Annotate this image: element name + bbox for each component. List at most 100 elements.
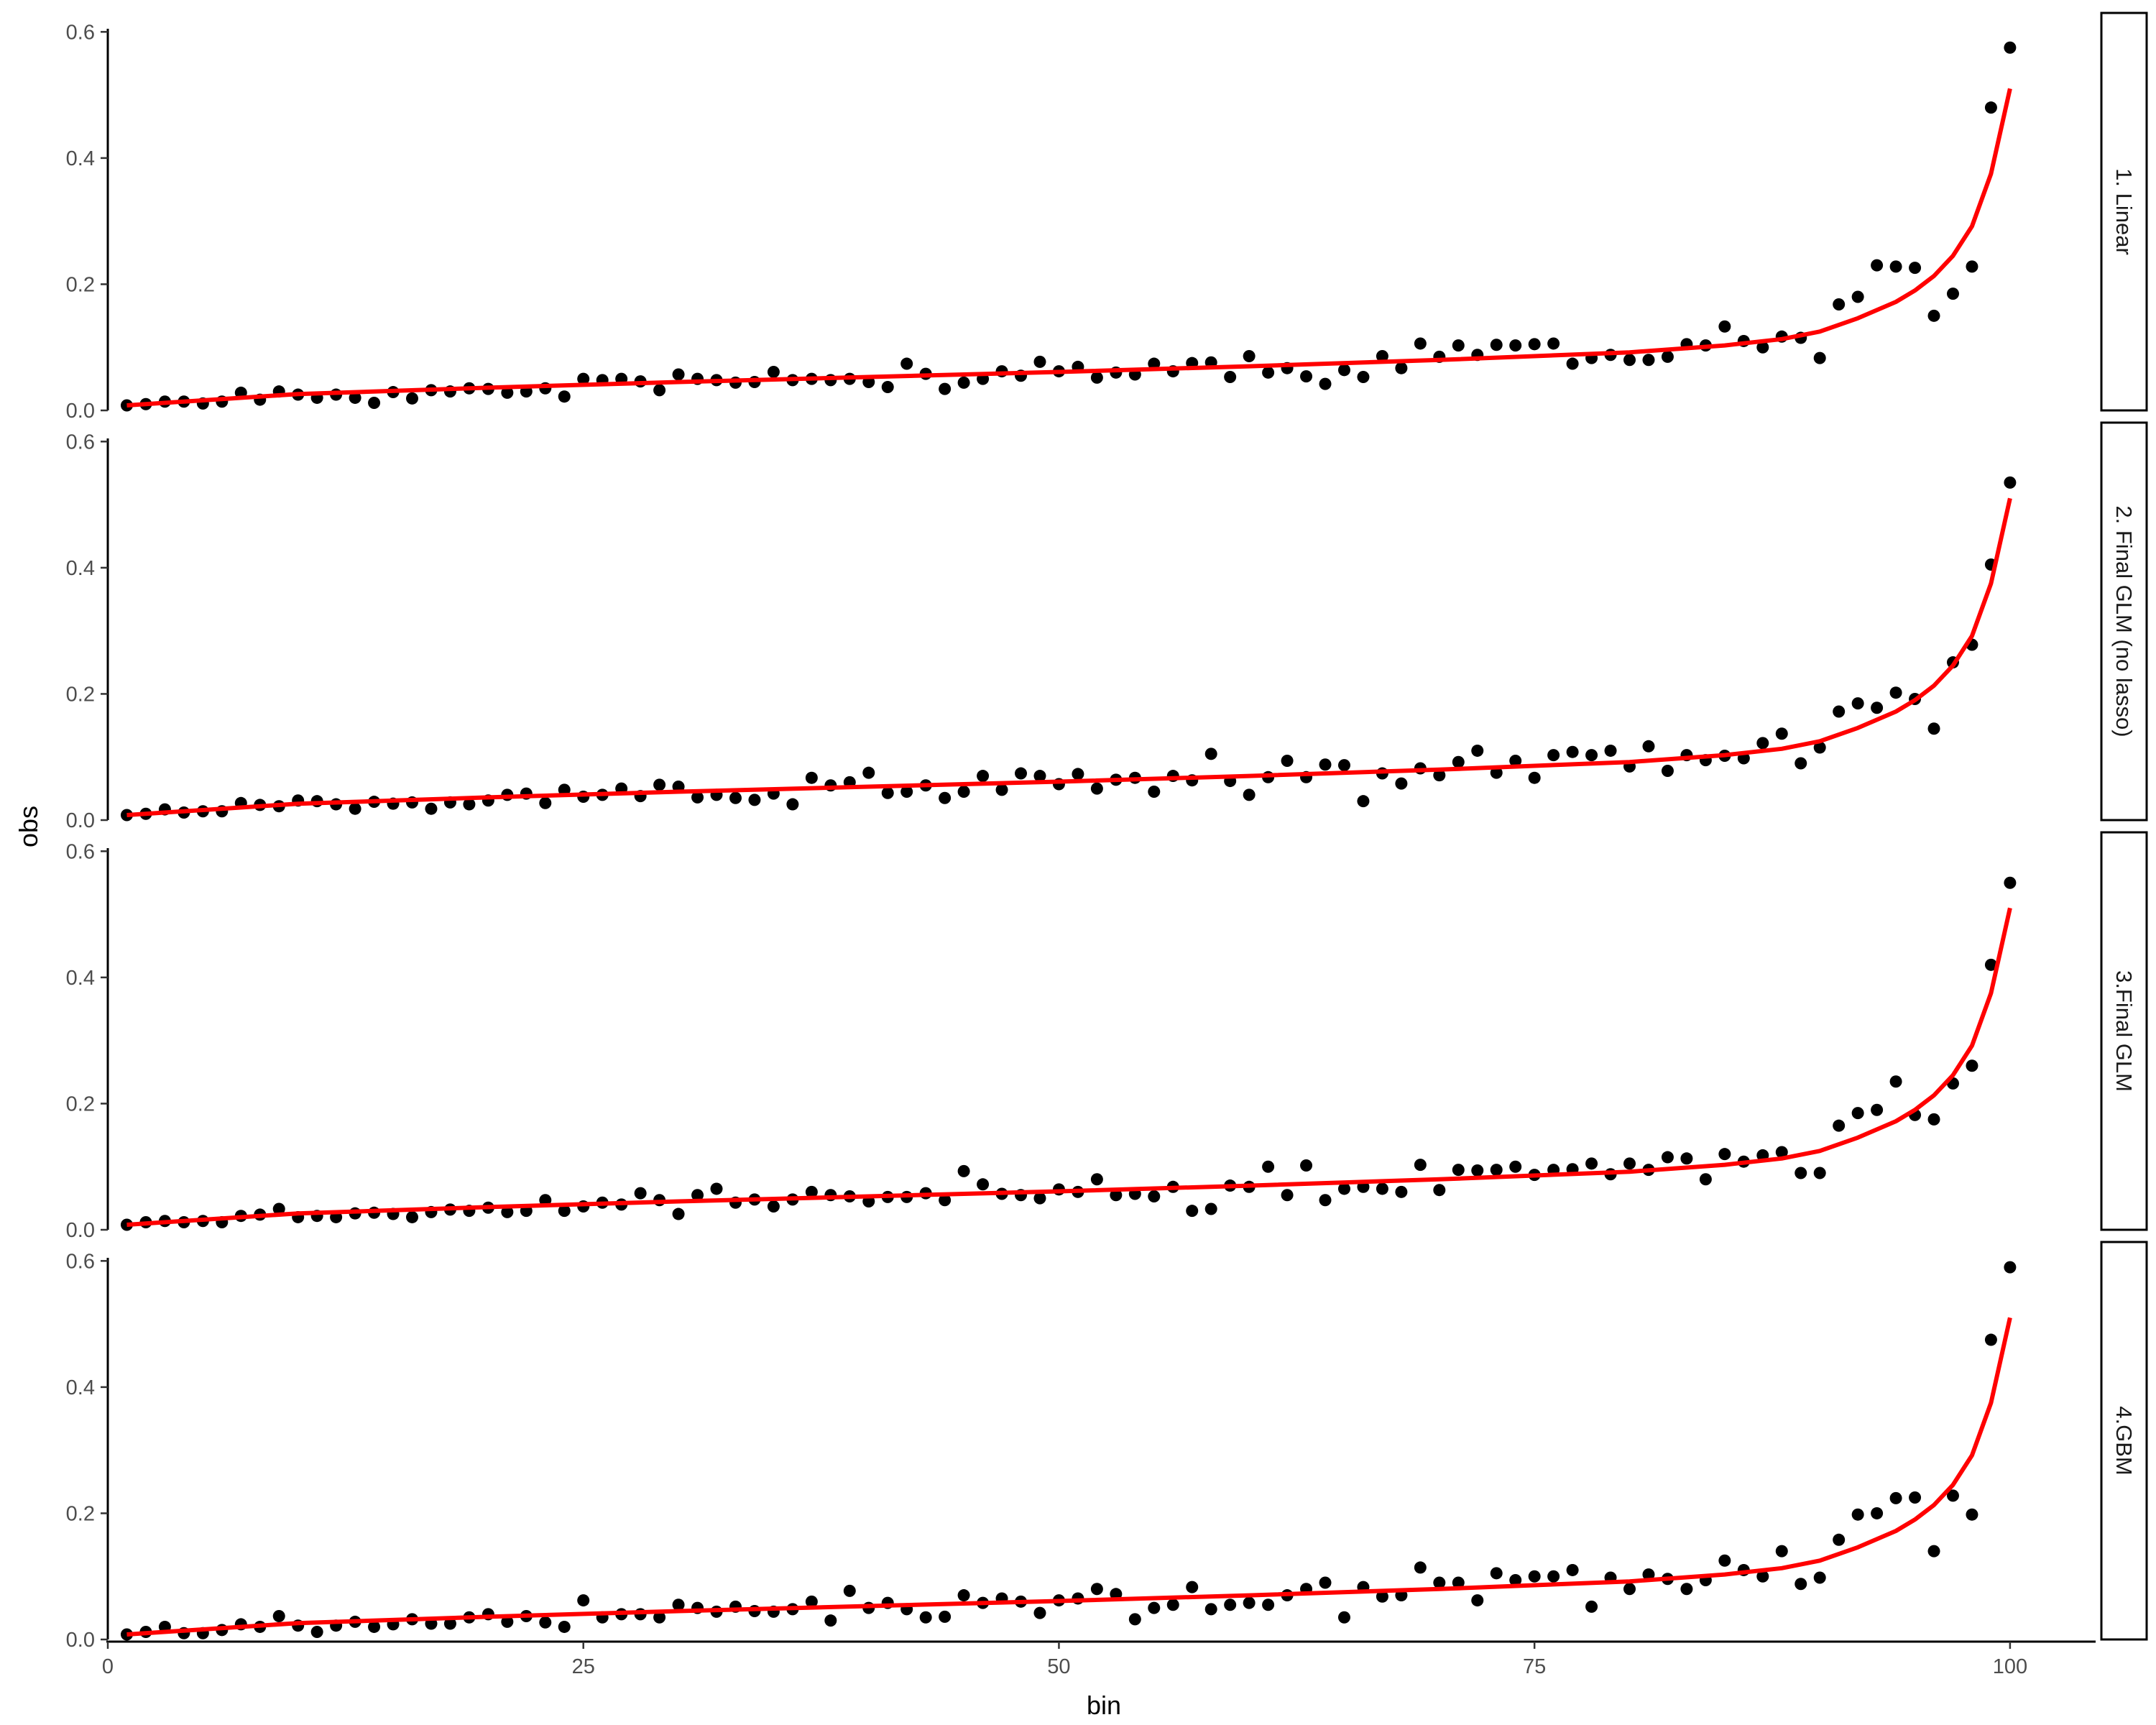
data-point <box>1033 1606 1046 1619</box>
data-point <box>729 791 742 804</box>
data-point <box>539 796 552 809</box>
data-point <box>1661 1151 1674 1164</box>
data-point <box>1585 1600 1598 1613</box>
data-point <box>1661 350 1674 363</box>
data-point <box>1851 1508 1864 1521</box>
data-point <box>1148 1601 1161 1614</box>
data-point <box>824 1614 837 1627</box>
y-tick-label: 0.6 <box>66 431 95 454</box>
data-point <box>1395 1185 1408 1198</box>
data-point <box>1718 1148 1731 1161</box>
data-point <box>1795 1167 1807 1179</box>
fit-line <box>126 907 2012 1227</box>
data-point <box>349 802 361 815</box>
data-point <box>1756 341 1769 354</box>
data-point <box>1946 288 1959 300</box>
data-point <box>1566 745 1579 758</box>
y-tick-label: 0.2 <box>66 1092 95 1116</box>
data-point <box>1090 782 1103 795</box>
data-point <box>1833 705 1846 718</box>
data-point <box>1966 260 1978 273</box>
data-point <box>939 382 952 395</box>
data-point <box>1300 370 1313 383</box>
data-point <box>1490 339 1503 351</box>
data-point <box>1471 1594 1484 1607</box>
data-point <box>1166 1598 1179 1611</box>
data-point <box>1204 748 1217 760</box>
data-point <box>995 783 1008 796</box>
data-point <box>900 786 913 798</box>
data-point <box>310 1625 323 1638</box>
data-point <box>1357 795 1370 808</box>
data-point <box>1300 1159 1313 1172</box>
data-point <box>2004 41 2017 54</box>
data-point <box>691 791 704 804</box>
data-point <box>1775 727 1788 740</box>
data-point <box>1033 1192 1046 1205</box>
data-point <box>1509 754 1522 767</box>
data-point <box>805 771 818 784</box>
data-point <box>1909 1491 1922 1504</box>
data-point <box>1833 298 1846 311</box>
x-axis-title: bin <box>1087 1690 1121 1720</box>
data-point <box>939 1194 952 1207</box>
data-point <box>1623 1583 1636 1596</box>
strip-label: 1. Linear <box>2111 168 2137 255</box>
strip-box <box>2100 421 2148 822</box>
data-points <box>120 1261 2017 1641</box>
data-point <box>1966 1508 1978 1521</box>
data-point <box>843 1584 856 1597</box>
data-point <box>1871 259 1884 272</box>
data-point <box>1090 1173 1103 1186</box>
data-point <box>368 1620 381 1633</box>
data-point <box>1395 777 1408 790</box>
data-point <box>1376 1182 1388 1195</box>
data-point <box>1547 749 1560 762</box>
data-point <box>120 809 133 822</box>
data-point <box>653 384 666 397</box>
data-point <box>1756 1570 1769 1583</box>
data-point <box>1984 1333 1997 1346</box>
data-point <box>1927 722 1940 735</box>
data-point <box>1585 749 1598 762</box>
data-point <box>1452 755 1465 768</box>
data-point <box>1528 1570 1541 1583</box>
data-point <box>1224 370 1237 383</box>
data-point <box>691 1189 704 1202</box>
data-point <box>977 770 990 783</box>
y-tick-label: 0.4 <box>66 967 95 990</box>
fit-line <box>126 497 2012 817</box>
data-point <box>501 1205 514 1218</box>
data-point <box>1128 1613 1141 1626</box>
x-tick-label: 100 <box>1993 1655 2027 1678</box>
data-point <box>1851 697 1864 710</box>
data-point <box>1090 1583 1103 1596</box>
data-point <box>1889 260 1902 273</box>
data-point <box>1642 354 1655 367</box>
data-point <box>120 1218 133 1231</box>
data-point <box>977 1178 990 1191</box>
data-point <box>1889 686 1902 699</box>
data-point <box>1833 1533 1846 1546</box>
data-point <box>653 778 666 791</box>
data-point <box>1623 354 1636 367</box>
data-point <box>957 1164 970 1177</box>
data-point <box>1775 1545 1788 1558</box>
data-point <box>1528 338 1541 351</box>
data-point <box>1642 740 1655 753</box>
data-point <box>1547 1570 1560 1583</box>
data-point <box>1376 350 1388 363</box>
data-points <box>120 476 2017 822</box>
data-points <box>120 876 2017 1231</box>
data-point <box>1110 1189 1123 1202</box>
data-point <box>1909 262 1922 275</box>
y-axis-title: obs <box>14 806 43 847</box>
data-point <box>120 1628 133 1641</box>
data-point <box>634 1187 647 1200</box>
x-axis: 0 25 50 75 100 <box>102 1640 2096 1678</box>
data-point <box>1433 1184 1446 1197</box>
data-point <box>1186 1581 1199 1593</box>
data-point <box>1680 1152 1693 1165</box>
data-point <box>1204 1603 1217 1616</box>
data-point <box>1813 1167 1826 1179</box>
